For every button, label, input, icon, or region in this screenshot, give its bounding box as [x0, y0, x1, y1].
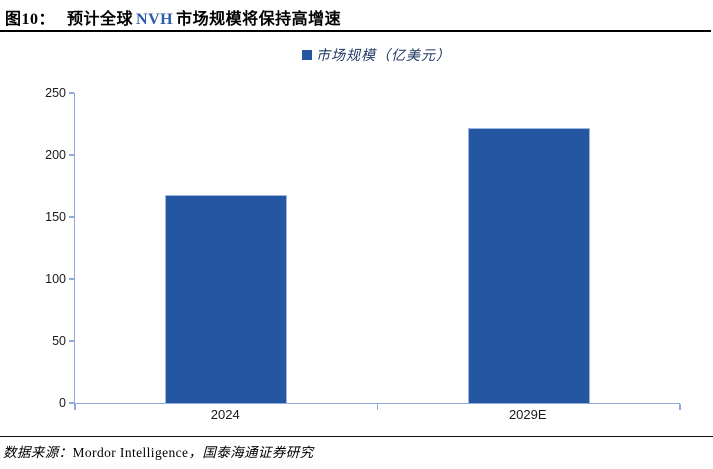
y-axis-tick [68, 402, 74, 404]
bar-2024 [165, 194, 288, 403]
y-axis-tick-label: 0 [59, 396, 66, 410]
x-axis-tick [74, 403, 76, 410]
source-note: 数据来源：Mordor Intelligence，国泰海通证券研究 [3, 441, 314, 461]
figure-title-post: 市场规模将保持高增速 [176, 11, 342, 28]
source-divider [0, 435, 713, 437]
y-axis-tick-label: 200 [45, 148, 66, 162]
x-category-label: 2024 [210, 407, 240, 422]
y-axis-tick-label: 150 [45, 210, 66, 224]
source-suffix: ，国泰海通证券研究 [188, 445, 314, 460]
bar-2029E [467, 127, 590, 403]
y-axis-tick [68, 216, 74, 218]
figure-title-en: NVH [136, 11, 174, 28]
y-axis-tick-label: 250 [45, 86, 66, 100]
legend-label: 市场规模（亿美元） [316, 49, 451, 64]
source-vendor: Mordor Intelligence [72, 445, 189, 460]
y-axis-tick [68, 340, 74, 342]
source-prefix: 数据来源： [3, 445, 73, 460]
x-axis-tick [679, 403, 681, 410]
x-axis-tick [376, 403, 379, 410]
y-axis-tick [68, 278, 74, 280]
title-underline [0, 29, 711, 32]
chart-legend: 市场规模（亿美元） [74, 46, 679, 64]
figure-number: 图10： [5, 11, 56, 28]
plot-area [68, 92, 681, 410]
x-category-label: 2029E [508, 407, 547, 422]
legend-swatch [302, 50, 312, 60]
y-axis-tick-label: 50 [52, 334, 66, 348]
y-axis-tick [68, 154, 74, 156]
figure-title: 图10： 预计全球 NVH 市场规模将保持高增速 [5, 5, 341, 29]
figure-title-pre: 预计全球 [67, 11, 134, 28]
y-axis-tick-label: 100 [45, 272, 66, 286]
y-axis-tick [68, 92, 74, 94]
figure-title-text: 预计全球 NVH 市场规模将保持高增速 [67, 5, 341, 29]
